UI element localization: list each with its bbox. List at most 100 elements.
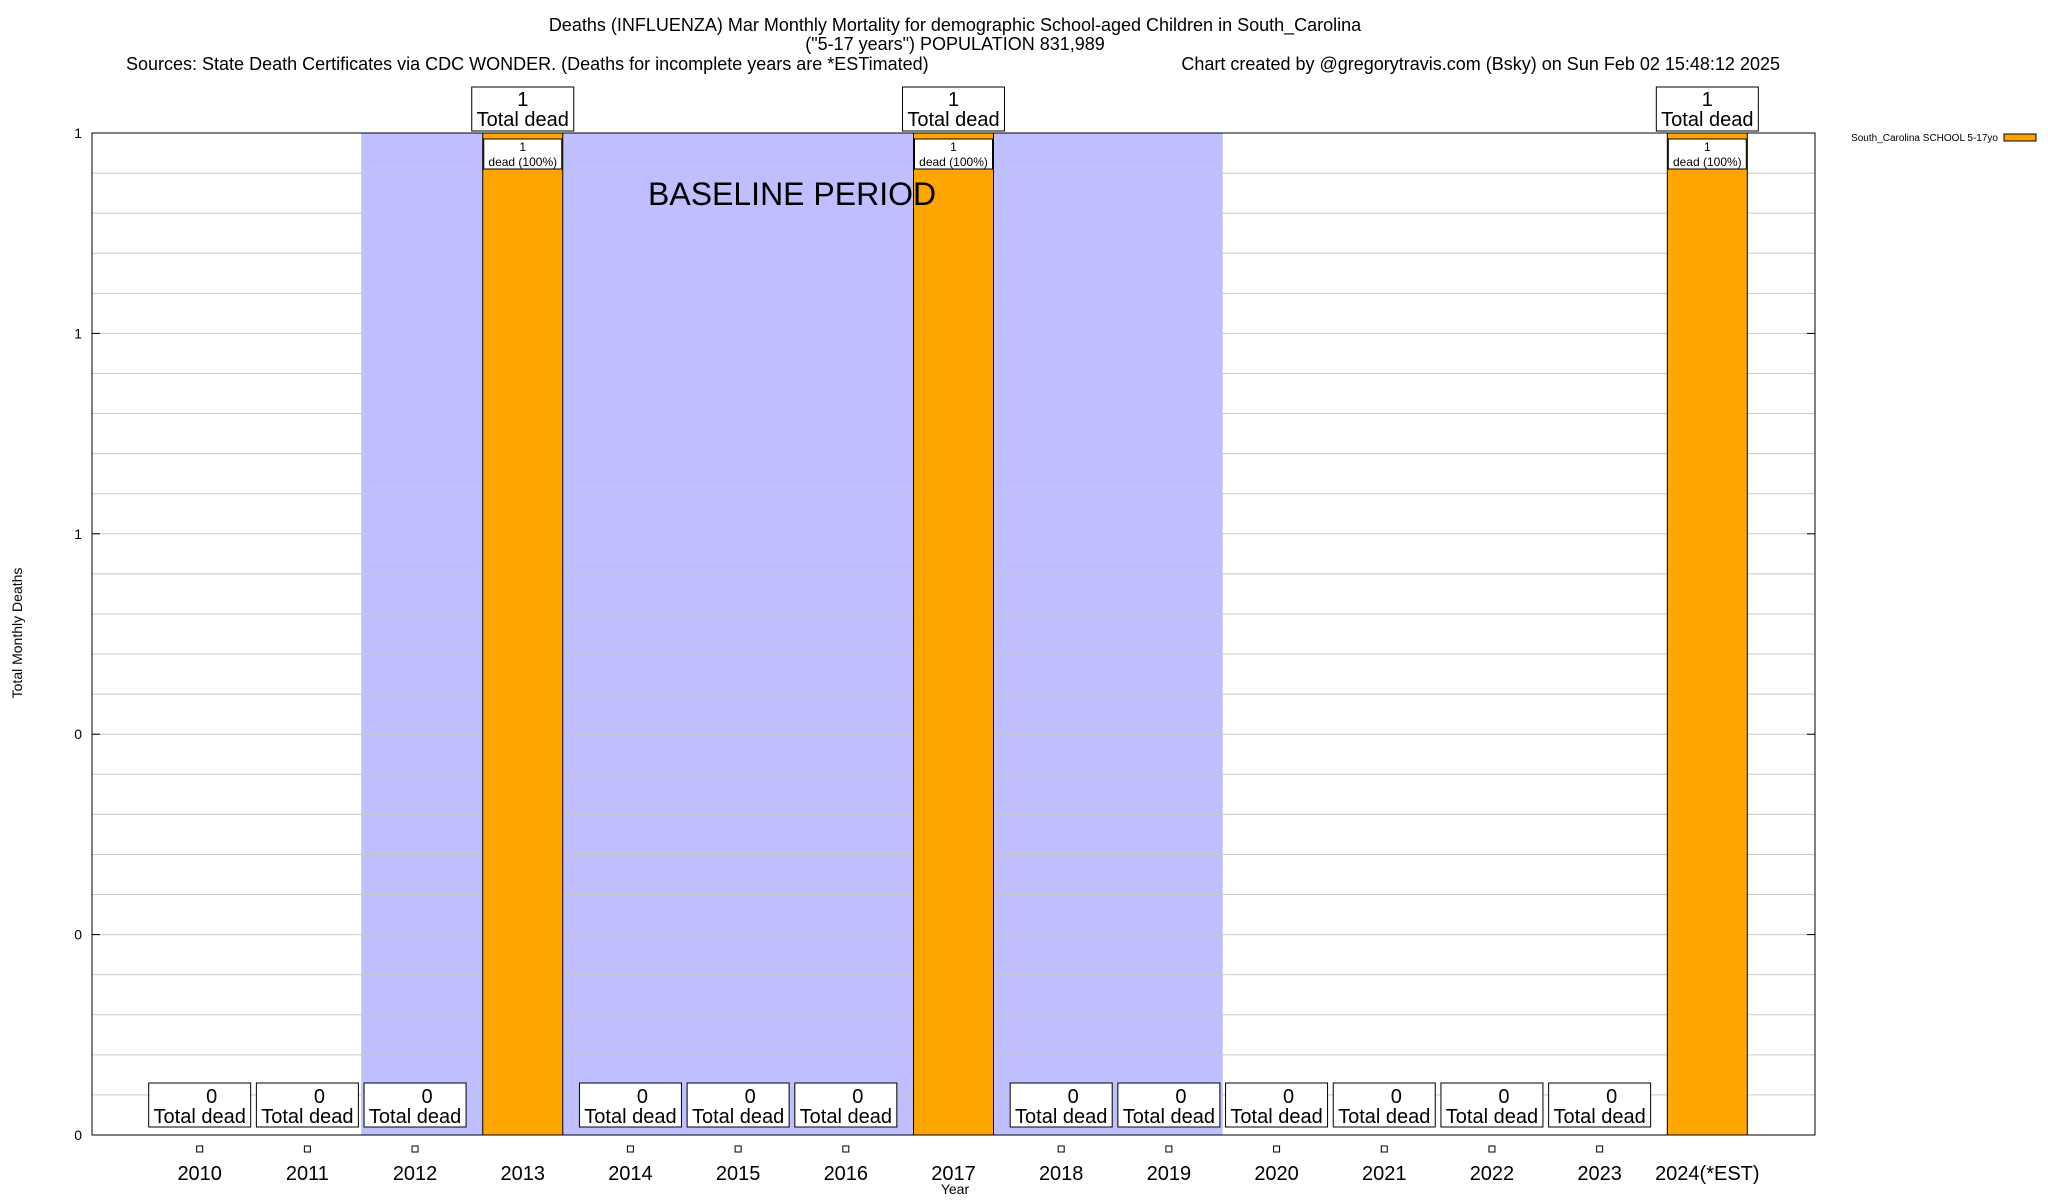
- total-label-value: 0: [637, 1086, 648, 1108]
- total-label-box: [1225, 1082, 1329, 1128]
- total-label-value: 0: [1283, 1086, 1294, 1108]
- total-label-value: 0: [1391, 1086, 1402, 1108]
- segment-label-value: 1: [519, 140, 526, 154]
- total-label-box: [1332, 1082, 1436, 1128]
- total-label-text: Total dead: [1446, 1106, 1538, 1128]
- y-tick-label: 0: [74, 927, 82, 943]
- x-tick-label: 2024(*EST): [1655, 1163, 1760, 1185]
- total-label-value: 0: [852, 1086, 863, 1108]
- total-label-text: Total dead: [1123, 1106, 1215, 1128]
- x-tick-label: 2018: [1039, 1163, 1084, 1185]
- total-label-text: Total dead: [369, 1106, 461, 1128]
- x-tick-label: 2016: [824, 1163, 869, 1185]
- chart-sources: Sources: State Death Certificates via CD…: [126, 54, 929, 74]
- total-label-text: Total dead: [477, 109, 569, 131]
- segment-label-text: dead (100%): [1673, 155, 1742, 169]
- segment-label-text: dead (100%): [488, 155, 557, 169]
- zero-marker: [626, 1145, 634, 1153]
- total-label-value: 0: [1498, 1086, 1509, 1108]
- total-label-box: [794, 1082, 898, 1128]
- segment-label-box: [914, 138, 993, 170]
- chart-title: Deaths (INFLUENZA) Mar Monthly Mortality…: [549, 15, 1362, 36]
- y-tick-label: 1: [74, 526, 82, 542]
- total-label-text: Total dead: [1338, 1106, 1430, 1128]
- x-tick-label: 2017: [931, 1163, 976, 1185]
- segment-label-value: 1: [1704, 140, 1711, 154]
- total-label-box: [686, 1082, 790, 1128]
- total-label-box: [578, 1082, 682, 1128]
- x-tick-label: 2013: [501, 1163, 546, 1185]
- total-label-box: [1548, 1082, 1652, 1128]
- bar: [1666, 132, 1748, 1136]
- total-label-text: Total dead: [1553, 1106, 1645, 1128]
- total-label-box: [255, 1082, 359, 1128]
- total-label-value: 1: [1702, 89, 1713, 111]
- zero-marker: [1165, 1145, 1173, 1153]
- total-label-text: Total dead: [584, 1106, 676, 1128]
- total-label-value: 0: [745, 1086, 756, 1108]
- legend: South_Carolina SCHOOL 5-17yo: [1851, 133, 2037, 144]
- total-label-box: [1655, 86, 1759, 132]
- total-label-text: Total dead: [1230, 1106, 1322, 1128]
- y-tick-label: 0: [74, 726, 82, 742]
- total-label-text: Total dead: [907, 109, 999, 131]
- x-axis-label: Year: [941, 1181, 970, 1197]
- y-tick-label: 0: [74, 1127, 82, 1143]
- y-axis-label: Total Monthly Deaths: [9, 568, 25, 699]
- chart-subtitle: ("5-17 years") POPULATION 831,989: [805, 34, 1105, 54]
- x-tick-label: 2012: [393, 1163, 438, 1185]
- x-tick-label: 2022: [1470, 1163, 1515, 1185]
- total-label-box: [1117, 1082, 1221, 1128]
- total-label-value: 1: [517, 89, 528, 111]
- segment-label-text: dead (100%): [919, 155, 988, 169]
- bar: [482, 132, 564, 1136]
- baseline-period-label: BASELINE PERIOD: [648, 176, 936, 212]
- total-label-box: [1440, 1082, 1544, 1128]
- chart-credit: Chart created by @gregorytravis.com (Bsk…: [1181, 54, 1780, 74]
- zero-marker: [1273, 1145, 1281, 1153]
- bar: [913, 132, 994, 1136]
- legend-entry-label: South_Carolina SCHOOL 5-17yo: [1851, 133, 1998, 144]
- x-tick-label: 2020: [1254, 1163, 1299, 1185]
- zero-marker: [842, 1145, 850, 1153]
- x-tick-label: 2021: [1362, 1163, 1407, 1185]
- zero-marker: [1057, 1145, 1065, 1153]
- legend-swatch: [2003, 133, 2037, 142]
- y-tick-label: 1: [74, 325, 82, 341]
- total-label-value: 0: [314, 1086, 325, 1108]
- total-label-text: Total dead: [154, 1106, 246, 1128]
- segment-label-value: 1: [950, 140, 957, 154]
- total-label-box: [902, 86, 1005, 132]
- zero-marker: [734, 1145, 742, 1153]
- total-label-value: 0: [1175, 1086, 1186, 1108]
- total-label-text: Total dead: [800, 1106, 892, 1128]
- total-label-text: Total dead: [692, 1106, 784, 1128]
- total-label-value: 0: [422, 1086, 433, 1108]
- total-label-box: [363, 1082, 467, 1128]
- x-tick-label: 2019: [1147, 1163, 1192, 1185]
- zero-marker: [1380, 1145, 1388, 1153]
- x-tick-label: 2010: [177, 1163, 222, 1185]
- total-label-box: [471, 86, 575, 132]
- segment-label-box: [483, 138, 563, 170]
- total-label-value: 0: [1606, 1086, 1617, 1108]
- total-label-value: 0: [1068, 1086, 1079, 1108]
- total-label-text: Total dead: [1015, 1106, 1107, 1128]
- zero-marker: [1596, 1145, 1604, 1153]
- zero-marker: [196, 1145, 204, 1153]
- total-label-value: 1: [948, 89, 959, 111]
- x-tick-label: 2011: [286, 1163, 329, 1185]
- y-tick-label: 1: [74, 125, 82, 141]
- total-label-value: 0: [206, 1086, 217, 1108]
- zero-marker: [1488, 1145, 1496, 1153]
- total-label-text: Total dead: [261, 1106, 353, 1128]
- zero-marker: [303, 1145, 311, 1153]
- zero-marker: [411, 1145, 419, 1153]
- segment-label-box: [1667, 138, 1747, 170]
- x-tick-label: 2023: [1577, 1163, 1622, 1185]
- total-label-box: [1009, 1082, 1113, 1128]
- plot-frame: [91, 132, 1816, 1136]
- x-tick-label: 2015: [716, 1163, 761, 1185]
- total-label-text: Total dead: [1661, 109, 1753, 131]
